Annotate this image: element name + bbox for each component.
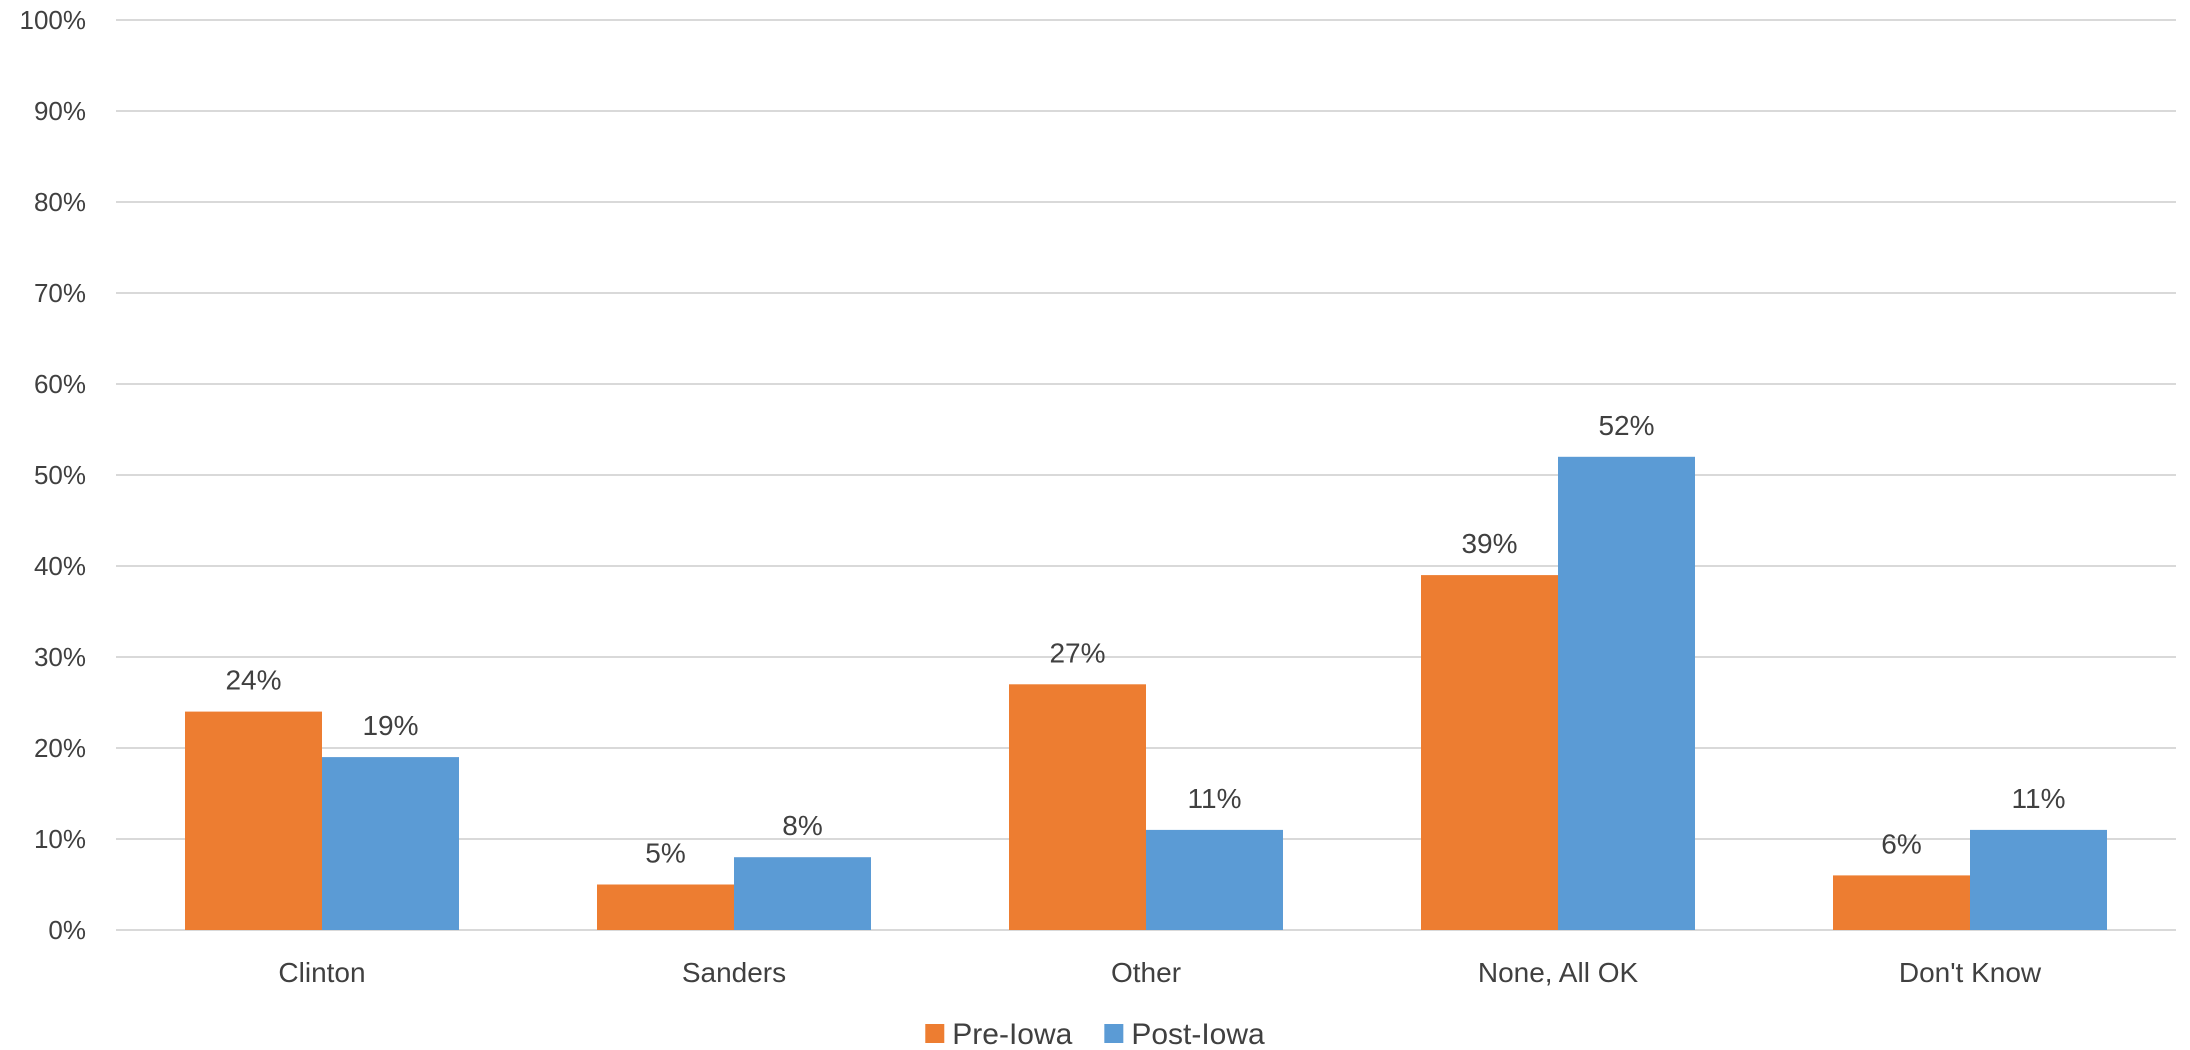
y-tick-label: 10% [34,824,86,854]
gridlines [116,19,2176,931]
bar-pre-iowa-4 [1833,875,1970,930]
y-axis-tick-labels: 0% 10% 20% 30% 40% 50% 60% 70% 80% 90% 100% [20,5,87,945]
bar-pre-iowa-2 [1009,684,1146,930]
bar-post-iowa-3 [1558,456,1695,930]
data-label: 8% [782,810,822,841]
x-category-label: Clinton [278,957,365,988]
data-label: 52% [1598,410,1654,441]
y-tick-label: 80% [34,187,86,217]
legend-swatch [925,1024,945,1043]
y-tick-label: 30% [34,642,86,672]
bar-post-iowa-4 [1970,829,2107,930]
data-label: 39% [1461,528,1517,559]
data-label: 6% [1881,828,1921,859]
y-tick-label: 40% [34,551,86,581]
data-label: 5% [645,838,685,869]
legend-swatch [1104,1024,1124,1043]
bars [185,456,2107,930]
x-axis-category-labels: Clinton Sanders Other None, All OK Don't Kno… [278,957,2042,988]
y-tick-label: 90% [34,96,86,126]
x-category-label: None, All OK [1478,957,1639,988]
legend-label: Pre-Iowa [952,1018,1072,1050]
bar-pre-iowa-1 [597,884,734,930]
legend-label: Post-Iowa [1131,1018,1265,1050]
x-category-label: Other [1111,957,1181,988]
data-label: 19% [362,710,418,741]
y-tick-label: 50% [34,460,86,490]
y-tick-label: 60% [34,369,86,399]
data-label: 11% [2012,783,2066,814]
bar-post-iowa-2 [1146,829,1283,930]
data-labels: 24% 19% 5% 8% 27% 11% 39% 52% 6% 11% [225,410,2065,869]
bar-post-iowa-0 [322,757,459,930]
y-tick-label: 100% [20,5,87,35]
data-label: 24% [225,665,281,696]
bar-post-iowa-1 [734,857,871,930]
bar-pre-iowa-3 [1421,575,1558,930]
x-category-label: Sanders [682,957,786,988]
data-label: 27% [1049,637,1105,668]
y-tick-label: 70% [34,278,86,308]
data-label: 11% [1188,783,1242,814]
y-tick-label: 0% [48,915,86,945]
legend: Pre-Iowa Post-Iowa [925,1018,1265,1050]
y-tick-label: 20% [34,733,86,763]
x-category-label: Don't Know [1899,957,2042,988]
bar-pre-iowa-0 [185,711,322,930]
